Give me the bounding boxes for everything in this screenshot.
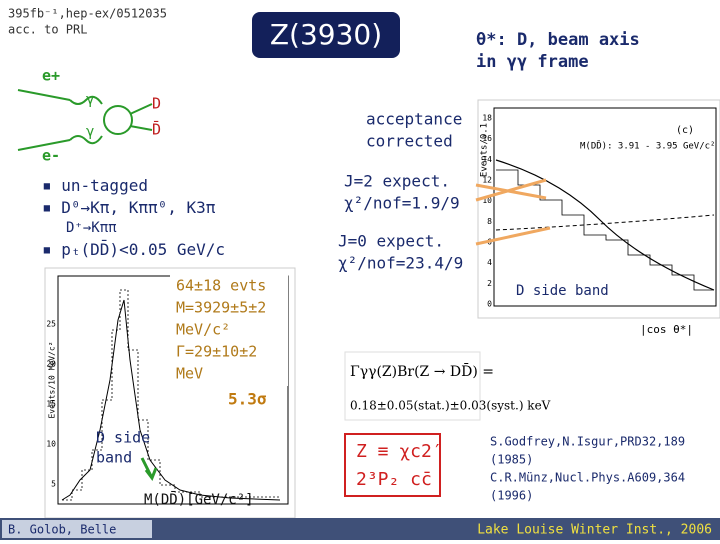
- y-tick-label: 16: [482, 134, 492, 143]
- identification-box: [344, 433, 441, 497]
- identification: Z ≡ χc2′: [356, 441, 443, 462]
- reference-text: S.Godfrey,N.Isgur,PRD32,189: [490, 435, 685, 449]
- x-label: |cos θ*|: [640, 323, 693, 336]
- bullet: ▪ un-tagged: [42, 176, 148, 195]
- panel-label: (c): [676, 125, 694, 136]
- bullet: ▪ D⁰→Kπ, Kππ⁰, K3π: [42, 198, 216, 217]
- footer-bar: [0, 518, 720, 540]
- arrows: [475, 178, 551, 246]
- plot-frame: [477, 99, 720, 319]
- y-tick-label: 5: [51, 480, 56, 489]
- bullet: ▪ pₜ(DD̄)<0.05 GeV/c: [42, 240, 225, 259]
- fit-result: 64±18 evts: [176, 277, 266, 295]
- diagram-label: D: [152, 95, 161, 113]
- title-box: [252, 12, 400, 58]
- j2-label: J=2 expect.: [344, 172, 450, 191]
- formula: Γγγ(Z)Br(Z → DD̄) =: [350, 362, 494, 380]
- sideband-label: D side: [96, 429, 150, 447]
- fit-result: M=3929±5±2: [176, 299, 266, 317]
- diagram-label: e+: [42, 67, 60, 85]
- histogram: [62, 289, 280, 501]
- author-box: [2, 520, 152, 538]
- venue: Lake Louise Winter Inst., 2006: [477, 523, 712, 538]
- formula-box: [344, 351, 481, 421]
- annotation: acceptance: [366, 110, 462, 129]
- right-plot: 024681012141618 Events/0.1 (c) M(DD̄): 3…: [477, 99, 720, 336]
- y-tick-label: 4: [487, 258, 492, 267]
- angle-def: in γγ frame: [476, 52, 589, 72]
- y-tick-label: 12: [482, 176, 492, 185]
- x-label: M(DD̄)[GeV/c²]: [144, 490, 254, 508]
- bullet-text: pₜ(DD̄)<0.05 GeV/c: [61, 240, 225, 259]
- title: Z(3930): [270, 18, 382, 51]
- y-tick-label: 14: [482, 155, 492, 164]
- diagram-label: D̄: [152, 120, 161, 139]
- y-tick-label: 20: [46, 360, 56, 369]
- author: B. Golob, Belle: [8, 523, 116, 537]
- formula: 0.18±0.05(stat.)±0.03(syst.) keV: [350, 399, 551, 413]
- bullet-sub: D⁺→Kππ: [66, 220, 117, 236]
- diagram-label: e-: [42, 147, 60, 165]
- j0-label: J=0 expect.: [338, 232, 444, 251]
- fit-box: [170, 270, 288, 386]
- left-plot: Events/10 MeV/c² 5 10 15 20 25 64±18 evts M=…: [44, 267, 296, 519]
- fit-result: MeV/c²: [176, 321, 230, 339]
- histogram: [496, 169, 714, 291]
- fit-curve: [61, 299, 281, 501]
- y-label: Events/10 MeV/c²: [48, 341, 57, 418]
- angle-def: θ*: D, beam axis: [476, 30, 640, 50]
- feynman-diagram: [17, 89, 153, 151]
- y-tick-label: 10: [482, 196, 492, 205]
- y-tick-label: 2: [487, 279, 492, 288]
- reference-text: (1996): [490, 489, 533, 503]
- sideband-label: D side band: [516, 283, 609, 299]
- note: acc. to PRL: [8, 23, 87, 37]
- annotation: corrected: [366, 132, 453, 151]
- sideband-label: band: [96, 449, 132, 467]
- y-tick-label: 15: [46, 400, 56, 409]
- j0-curve: [495, 214, 715, 231]
- fit-result: MeV: [176, 365, 203, 383]
- mass-window: M(DD̄): 3.91 - 3.95 GeV/c²: [580, 140, 715, 152]
- axes: [493, 107, 717, 307]
- significance: 5.3σ: [228, 390, 267, 409]
- reference: 395fb⁻¹,hep-ex/0512035: [8, 7, 167, 21]
- y-tick-label: 18: [482, 114, 492, 123]
- sideband-arrow: [140, 457, 158, 482]
- diagram-label: γ: [86, 124, 94, 140]
- j0-label: χ²/nof=23.4/9: [338, 254, 463, 273]
- diagram-label: γ: [86, 92, 94, 108]
- fit-result: Γ=29±10±2: [176, 343, 257, 361]
- bullet-text: D⁰→Kπ, Kππ⁰, K3π: [61, 198, 215, 217]
- identification: 2³P₂ cc̄: [356, 469, 432, 490]
- reference-text: C.R.Münz,Nucl.Phys.A609,364: [490, 471, 685, 485]
- y-tick-label: 10: [46, 440, 56, 449]
- j2-label: χ²/nof=1.9/9: [344, 194, 460, 213]
- reference-text: (1985): [490, 453, 533, 467]
- y-label: Events/0.1: [480, 123, 490, 177]
- bullet-text: un-tagged: [61, 176, 148, 195]
- y-tick-label: 0: [487, 300, 492, 309]
- y-tick-label: 25: [46, 320, 56, 329]
- y-tick-label: 8: [487, 217, 492, 226]
